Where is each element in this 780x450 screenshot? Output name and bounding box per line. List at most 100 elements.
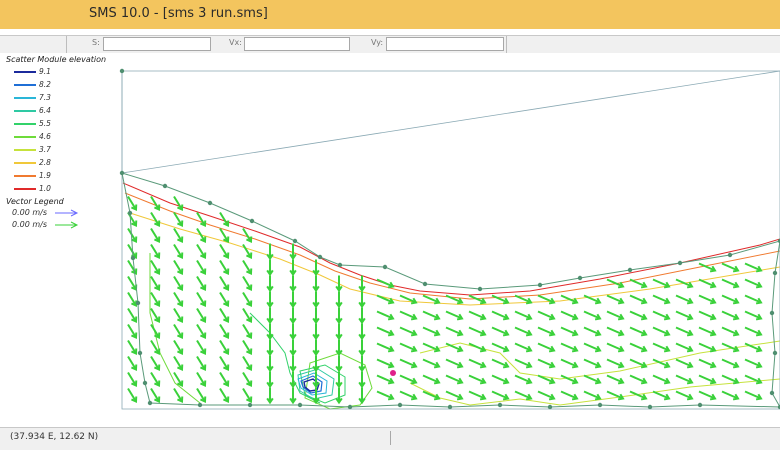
velocity-arrow — [173, 195, 183, 211]
velocity-arrow-head — [200, 396, 207, 404]
velocity-arrow-head — [571, 313, 579, 321]
velocity-arrow — [219, 387, 229, 403]
legend-swatch — [14, 84, 36, 86]
velocity-arrow-head — [177, 220, 184, 228]
velocity-arrow — [150, 275, 160, 291]
velocity-arrow-head — [594, 313, 602, 321]
velocity-arrow-head — [479, 377, 487, 385]
velocity-arrow — [196, 323, 206, 339]
velocity-arrow-head — [177, 204, 184, 212]
velocity-arrow-head — [289, 317, 297, 325]
velocity-arrow-head — [154, 364, 161, 372]
velocity-arrow-head — [289, 365, 297, 373]
velocity-arrow-head — [548, 361, 556, 369]
velocity-arrow-head — [200, 348, 207, 356]
velocity-arrow — [629, 326, 647, 336]
s-field[interactable] — [103, 37, 211, 51]
velocity-arrow — [744, 294, 762, 304]
velocity-arrow-head — [335, 285, 343, 293]
mesh-boundary-right — [771, 240, 780, 408]
velocity-arrow-head — [154, 284, 161, 292]
contour-line-11 — [297, 372, 328, 396]
velocity-arrow-head — [548, 345, 556, 353]
velocity-arrow — [150, 243, 160, 259]
velocity-arrow-head — [200, 364, 207, 372]
velocity-arrow-head — [640, 313, 648, 321]
velocity-arrow-head — [686, 361, 694, 369]
velocity-arrow-head — [479, 297, 487, 305]
legend-swatch — [14, 97, 36, 99]
velocity-arrow — [173, 371, 183, 387]
velocity-arrow — [491, 294, 509, 304]
velocity-arrow-head — [663, 297, 671, 305]
velocity-arrow — [242, 371, 252, 387]
velocity-arrow-head — [571, 329, 579, 337]
vx-label: Vx: — [229, 38, 242, 47]
mesh-node — [135, 300, 141, 306]
velocity-arrow — [583, 342, 601, 352]
velocity-arrow-head — [335, 381, 343, 389]
velocity-arrow-head — [755, 297, 763, 305]
velocity-arrow — [560, 342, 578, 352]
velocity-arrow-head — [479, 345, 487, 353]
velocity-arrow-head — [410, 345, 418, 353]
velocity-arrow — [127, 291, 137, 307]
velocity-arrow-head — [154, 332, 161, 340]
velocity-arrow-head — [410, 361, 418, 369]
velocity-arrow-head — [177, 380, 184, 388]
mesh-node — [130, 255, 136, 261]
velocity-arrow — [196, 371, 206, 387]
velocity-arrow-head — [525, 297, 533, 305]
velocity-arrow — [219, 355, 229, 371]
velocity-arrow-head — [663, 313, 671, 321]
status-bar: (37.934 E, 12.62 N) — [0, 427, 780, 450]
velocity-arrow — [537, 326, 555, 336]
mesh-node — [772, 350, 778, 356]
velocity-arrow — [629, 390, 647, 400]
velocity-arrow-head — [732, 329, 740, 337]
velocity-arrow — [422, 374, 440, 384]
velocity-arrow — [583, 294, 601, 304]
velocity-arrow-head — [200, 252, 207, 260]
velocity-arrow-head — [387, 345, 395, 353]
velocity-arrow-head — [617, 297, 625, 305]
vx-field[interactable] — [244, 37, 350, 51]
velocity-arrow — [675, 326, 693, 336]
velocity-arrow — [445, 294, 463, 304]
velocity-arrow-head — [177, 300, 184, 308]
velocity-arrow — [744, 342, 762, 352]
vy-field[interactable] — [386, 37, 504, 51]
velocity-arrow — [468, 358, 486, 368]
velocity-arrow-head — [686, 393, 694, 401]
velocity-arrow — [422, 326, 440, 336]
velocity-arrow-head — [200, 332, 207, 340]
velocity-arrow — [583, 358, 601, 368]
mesh-node — [119, 170, 125, 176]
velocity-arrow — [721, 326, 739, 336]
velocity-arrow — [127, 275, 137, 291]
graphics-window[interactable]: Scatter Module elevation 9.1 8.2 7.3 6.4… — [0, 53, 780, 427]
vector-legend-item: 0.00 m/s — [12, 208, 80, 217]
velocity-arrow — [219, 243, 229, 259]
contour-legend-title: Scatter Module elevation — [6, 55, 107, 64]
velocity-arrow-head — [617, 281, 625, 289]
velocity-arrow — [468, 342, 486, 352]
velocity-arrow — [721, 294, 739, 304]
velocity-arrow-head — [525, 361, 533, 369]
velocity-arrow-head — [266, 349, 274, 357]
contour-line-7 — [249, 312, 321, 404]
mesh-display[interactable] — [0, 53, 780, 427]
velocity-arrow-head — [246, 316, 253, 324]
velocity-arrow-head — [246, 284, 253, 292]
velocity-arrow — [560, 358, 578, 368]
mesh-node — [207, 200, 213, 206]
velocity-arrow-head — [617, 329, 625, 337]
velocity-arrow — [606, 310, 624, 320]
velocity-arrow-head — [732, 377, 740, 385]
velocity-arrow-head — [246, 396, 253, 404]
velocity-arrow-head — [312, 317, 320, 325]
velocity-arrow — [219, 275, 229, 291]
velocity-arrow — [698, 310, 716, 320]
edit-toolbar: S: Vx: Vy: — [0, 35, 780, 54]
legend-value: 9.1 — [39, 67, 51, 76]
